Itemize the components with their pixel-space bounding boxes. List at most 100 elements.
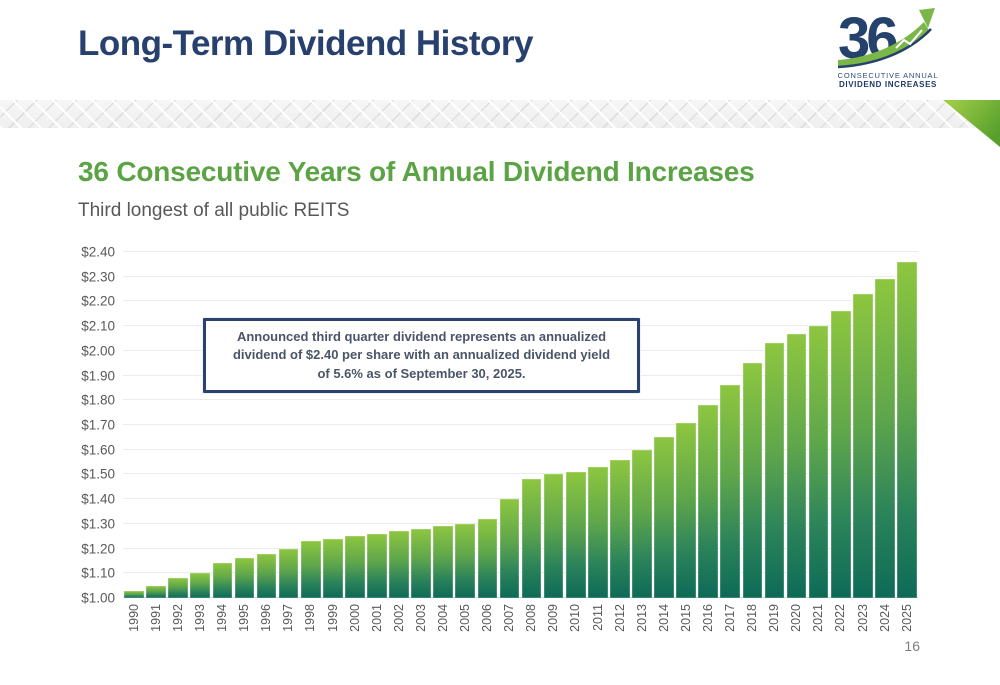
y-tick-label: $2.30: [81, 269, 115, 285]
x-tick-label-2006: 2006: [480, 604, 495, 632]
bar-2021: [808, 326, 829, 598]
x-tick-label-1999: 1999: [325, 604, 340, 632]
x-tick-label-1997: 1997: [281, 604, 296, 632]
bar-2005: [455, 523, 476, 598]
x-tick-label-2005: 2005: [458, 604, 473, 632]
x-tick-label-1991: 1991: [148, 604, 163, 632]
bar-2019: [764, 343, 785, 598]
x-tick-label-2021: 2021: [811, 604, 826, 632]
x-tick-label-2016: 2016: [700, 604, 715, 632]
y-tick-label: $1.80: [81, 392, 115, 408]
gridline-$1.00: [123, 597, 918, 598]
bar-2004: [433, 526, 454, 598]
x-tick-label-2013: 2013: [634, 604, 649, 632]
gridline-$2.20: [123, 300, 918, 302]
y-tick-label: $1.70: [81, 417, 115, 433]
bar-2002: [389, 531, 409, 598]
bar-2018: [742, 363, 763, 598]
bar-1996: [256, 553, 277, 598]
bar-1993: [190, 573, 211, 598]
y-tick-label: $1.90: [81, 368, 115, 384]
bar-2001: [367, 533, 387, 598]
x-tick-label-2024: 2024: [877, 604, 892, 632]
header: Long-Term Dividend History 36 CONSECUTIV…: [0, 0, 1000, 100]
x-tick-label-2014: 2014: [656, 604, 671, 632]
x-tick-label-1993: 1993: [193, 604, 208, 632]
bar-2017: [720, 385, 741, 598]
bar-2008: [521, 479, 542, 598]
x-tick-label-2010: 2010: [568, 604, 583, 632]
bar-2015: [676, 422, 696, 598]
gridline-$1.60: [123, 448, 918, 450]
annotation-line: dividend of $2.40 per share with an annu…: [232, 347, 611, 363]
y-tick-label: $1.60: [81, 442, 115, 458]
bar-2024: [875, 279, 895, 598]
x-tick-label-2020: 2020: [789, 604, 804, 632]
bar-2009: [543, 474, 564, 598]
logo-36-arrow-icon: 36: [838, 8, 935, 70]
bar-2025: [897, 261, 917, 598]
y-tick-label: $1.00: [81, 590, 115, 606]
dividend-increases-logo: 36 CONSECUTIVE ANNUAL DIVIDEND INCREASES: [836, 8, 940, 89]
gridline-$1.70: [123, 424, 918, 425]
x-tick-label-2000: 2000: [347, 604, 362, 632]
bar-2020: [786, 333, 807, 598]
annotation-box: Announced third quarter dividend represe…: [203, 318, 640, 394]
bar-2016: [698, 405, 719, 598]
bar-2007: [499, 499, 520, 598]
page-number: 16: [904, 638, 920, 654]
gridline-$1.10: [123, 572, 918, 574]
x-tick-label-1995: 1995: [237, 604, 252, 632]
bar-1995: [234, 558, 255, 598]
gridline-$2.30: [123, 275, 918, 277]
section-heading: 36 Consecutive Years of Annual Dividend …: [78, 156, 755, 187]
x-tick-label-2004: 2004: [435, 604, 450, 632]
bar-2022: [830, 311, 851, 598]
x-tick-label-2011: 2011: [590, 604, 605, 631]
bar-2012: [610, 459, 630, 598]
bar-1992: [168, 578, 189, 598]
bar-1994: [212, 563, 233, 598]
gridline-$1.40: [123, 498, 918, 500]
diamond-pattern-band: [0, 100, 1000, 128]
x-tick-label-1996: 1996: [259, 604, 274, 632]
x-axis-labels: 1990 1991 1992 1993 1994 1995 1996 1997 1998 1999…: [123, 604, 918, 654]
bar-1990: [124, 590, 144, 598]
x-tick-label-2023: 2023: [855, 604, 870, 632]
section-subheading: Third longest of all public REITS: [78, 200, 350, 221]
logo-text-consecutive-annual: CONSECUTIVE ANNUAL: [837, 71, 939, 80]
x-tick-label-2008: 2008: [524, 604, 539, 632]
x-tick-label-2017: 2017: [723, 604, 738, 632]
bar-2003: [411, 528, 431, 598]
bar-2006: [477, 518, 498, 598]
x-tick-label-2018: 2018: [745, 604, 760, 632]
y-tick-label: $2.20: [81, 293, 115, 309]
y-tick-label: $1.50: [81, 466, 115, 482]
x-tick-label-1990: 1990: [126, 604, 141, 632]
x-tick-label-2009: 2009: [546, 604, 561, 632]
logo-text-dividend-increases: DIVIDEND INCREASES: [839, 80, 937, 89]
bar-1991: [146, 585, 166, 598]
y-tick-label: $2.10: [81, 318, 115, 334]
y-tick-label: $1.20: [81, 541, 115, 557]
annotation-line: Announced third quarter dividend represe…: [236, 329, 607, 344]
x-tick-label-2001: 2001: [369, 604, 384, 632]
y-tick-label: $2.40: [81, 244, 115, 260]
x-tick-label-2022: 2022: [833, 604, 848, 632]
y-tick-label: $2.00: [81, 343, 115, 359]
x-tick-label-2007: 2007: [502, 604, 517, 632]
y-tick-label: $1.10: [81, 565, 115, 581]
dividend-bar-chart: $1.00 $1.10 $1.20 $1.30 $1.40 $1.50 $1.60 $1.70…: [81, 245, 918, 606]
gridline-$1.50: [123, 473, 918, 475]
bar-1998: [300, 541, 321, 598]
gridline-$1.80: [123, 399, 918, 401]
x-tick-label-1998: 1998: [303, 604, 318, 632]
annotation-line: of 5.6% as of September 30, 2025.: [317, 365, 526, 381]
x-tick-label-2019: 2019: [767, 604, 782, 632]
bar-1999: [322, 538, 343, 598]
x-tick-label-1992: 1992: [170, 604, 185, 632]
bar-2013: [632, 449, 652, 598]
gridline-$1.20: [123, 547, 918, 549]
bar-2023: [852, 294, 873, 598]
